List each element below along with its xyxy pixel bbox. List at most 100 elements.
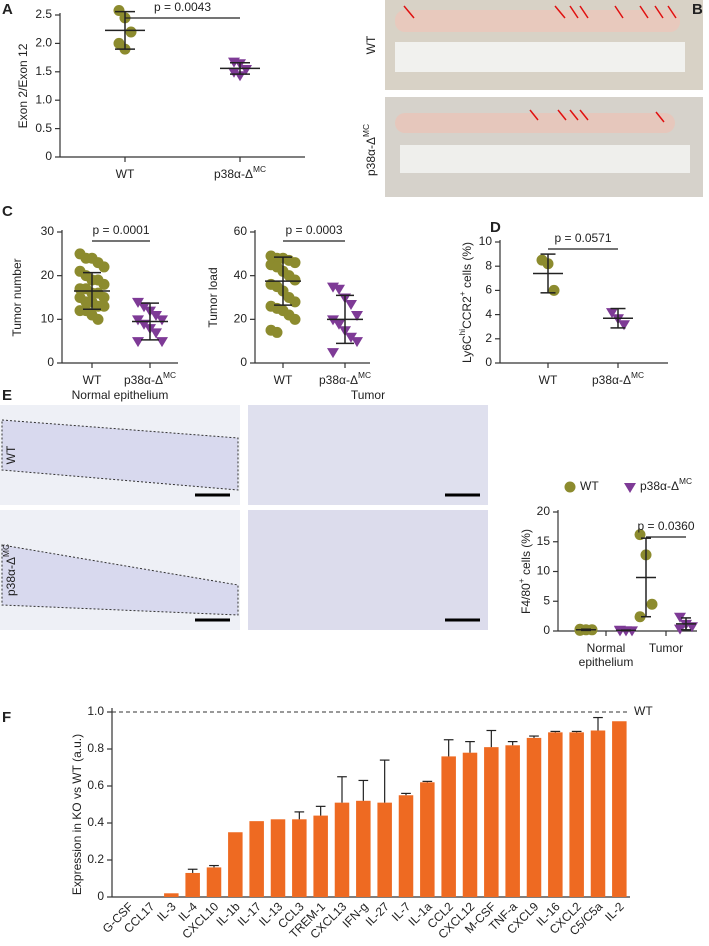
outline (1, 419, 239, 491)
panel-letter: D (490, 219, 501, 236)
y-axis-label: Expression in KO vs WT (a.u.) (70, 734, 84, 895)
scale-bars (195, 493, 480, 622)
point (674, 612, 686, 623)
y-axis-label-part: F4/80 (519, 583, 533, 614)
bar (484, 747, 499, 897)
x-tick-label-part: p38α-Δ (214, 167, 253, 181)
y-tick-label: 0.5 (35, 121, 52, 135)
photo (248, 405, 488, 505)
legend-marker (624, 483, 636, 493)
y-tick-label: 6 (485, 283, 492, 297)
photo-e (0, 405, 488, 630)
panel-letter: B (692, 1, 703, 18)
ruler (395, 42, 685, 72)
x-tick-label-part: p38α-Δ (592, 373, 631, 387)
colon (395, 113, 675, 133)
y-tick-label: 0.4 (87, 815, 104, 829)
y-axis-label: Ly6ChiCCR2+ cells (%) (457, 242, 474, 363)
legend-label-part: p38α-Δ (640, 479, 679, 493)
y-tick-label: 10 (41, 312, 55, 326)
y-axis-label: Exon 2/Exon 12 (16, 43, 30, 128)
y-tick-label: 20 (537, 504, 551, 518)
y-tick-label: 10 (537, 564, 551, 578)
reference-label: WT (634, 704, 653, 718)
row-label-part: MC (1, 544, 11, 557)
point (228, 67, 240, 78)
y-tick-label: 0 (543, 623, 550, 637)
point (289, 257, 301, 269)
legend-label-part: MC (679, 476, 692, 486)
y-tick-label: 40 (234, 268, 248, 282)
y-tick-label: 4 (485, 307, 492, 321)
x-tick-label: p38α-ΔMC (124, 370, 176, 387)
y-axis-label-part: + (516, 578, 526, 583)
x-tick-label-part: MC (163, 370, 176, 380)
y-tick-label: 0 (240, 355, 247, 369)
y-tick-label: 2.5 (35, 7, 52, 21)
point (150, 328, 162, 339)
point (240, 64, 252, 75)
x-tick-label: p38α-ΔMC (319, 370, 371, 387)
y-tick-label: 0.6 (87, 778, 104, 792)
point (156, 337, 168, 348)
row-label: p38α-ΔMC (361, 124, 378, 176)
y-tick-label: 20 (234, 312, 248, 326)
x-tick-label: IL-2 (602, 899, 627, 924)
point (132, 315, 144, 326)
y-tick-label: 2 (485, 331, 492, 345)
p-value: p = 0.0001 (92, 223, 149, 237)
point (327, 315, 339, 326)
point (634, 529, 646, 541)
point (686, 622, 698, 633)
x-tick-label-part: p38α-Δ (124, 373, 163, 387)
x-tick-label-part: MC (358, 370, 371, 380)
panel-letter: A (2, 1, 13, 18)
y-tick-label: 15 (537, 534, 551, 548)
bar (334, 802, 350, 897)
ruler (400, 145, 690, 173)
bar (356, 800, 371, 897)
x-tick-label: Tumor (649, 641, 683, 655)
y-axis-label: Tumor load (206, 267, 220, 327)
p-value: p = 0.0003 (285, 223, 342, 237)
bar (292, 819, 307, 897)
x-tick-label-part: p38α-Δ (319, 373, 358, 387)
x-tick-label: IL-3 (154, 899, 179, 924)
x-tick-label: WT (116, 167, 135, 181)
bar (590, 730, 606, 897)
point (674, 624, 686, 635)
p-value: p = 0.0360 (637, 519, 694, 533)
bar (612, 721, 627, 897)
x-tick-label-line: epithelium (579, 655, 634, 669)
bar (185, 872, 200, 897)
point (548, 284, 560, 296)
point (98, 278, 110, 290)
x-tick-label: WT (539, 373, 558, 387)
y-axis-label-part: hi (457, 329, 467, 336)
point (98, 300, 110, 312)
colon (395, 10, 680, 32)
y-axis-label-part: CCR2 (460, 296, 474, 329)
point (606, 308, 618, 319)
p-value: p = 0.0571 (554, 231, 611, 245)
row-label-part: p38α-Δ (4, 557, 18, 596)
column-label: Tumor (351, 388, 385, 402)
x-tick-label-line: Normal (587, 641, 626, 655)
y-axis-label-part: + (457, 291, 467, 296)
y-axis-label: F4/80+ cells (%) (516, 529, 533, 614)
panel-letter: F (2, 709, 11, 726)
point (333, 319, 345, 330)
x-tick-label-part: MC (631, 370, 644, 380)
bar (228, 832, 243, 897)
point (634, 611, 646, 623)
y-tick-label: 30 (41, 224, 55, 238)
row-label: WT (364, 35, 378, 54)
bar (270, 819, 286, 897)
y-tick-label: 20 (41, 268, 55, 282)
x-tick-label: Normal epithelium (579, 641, 634, 669)
y-tick-label: 1.0 (87, 704, 104, 718)
point (132, 297, 144, 308)
point (271, 326, 283, 338)
point (98, 292, 110, 303)
